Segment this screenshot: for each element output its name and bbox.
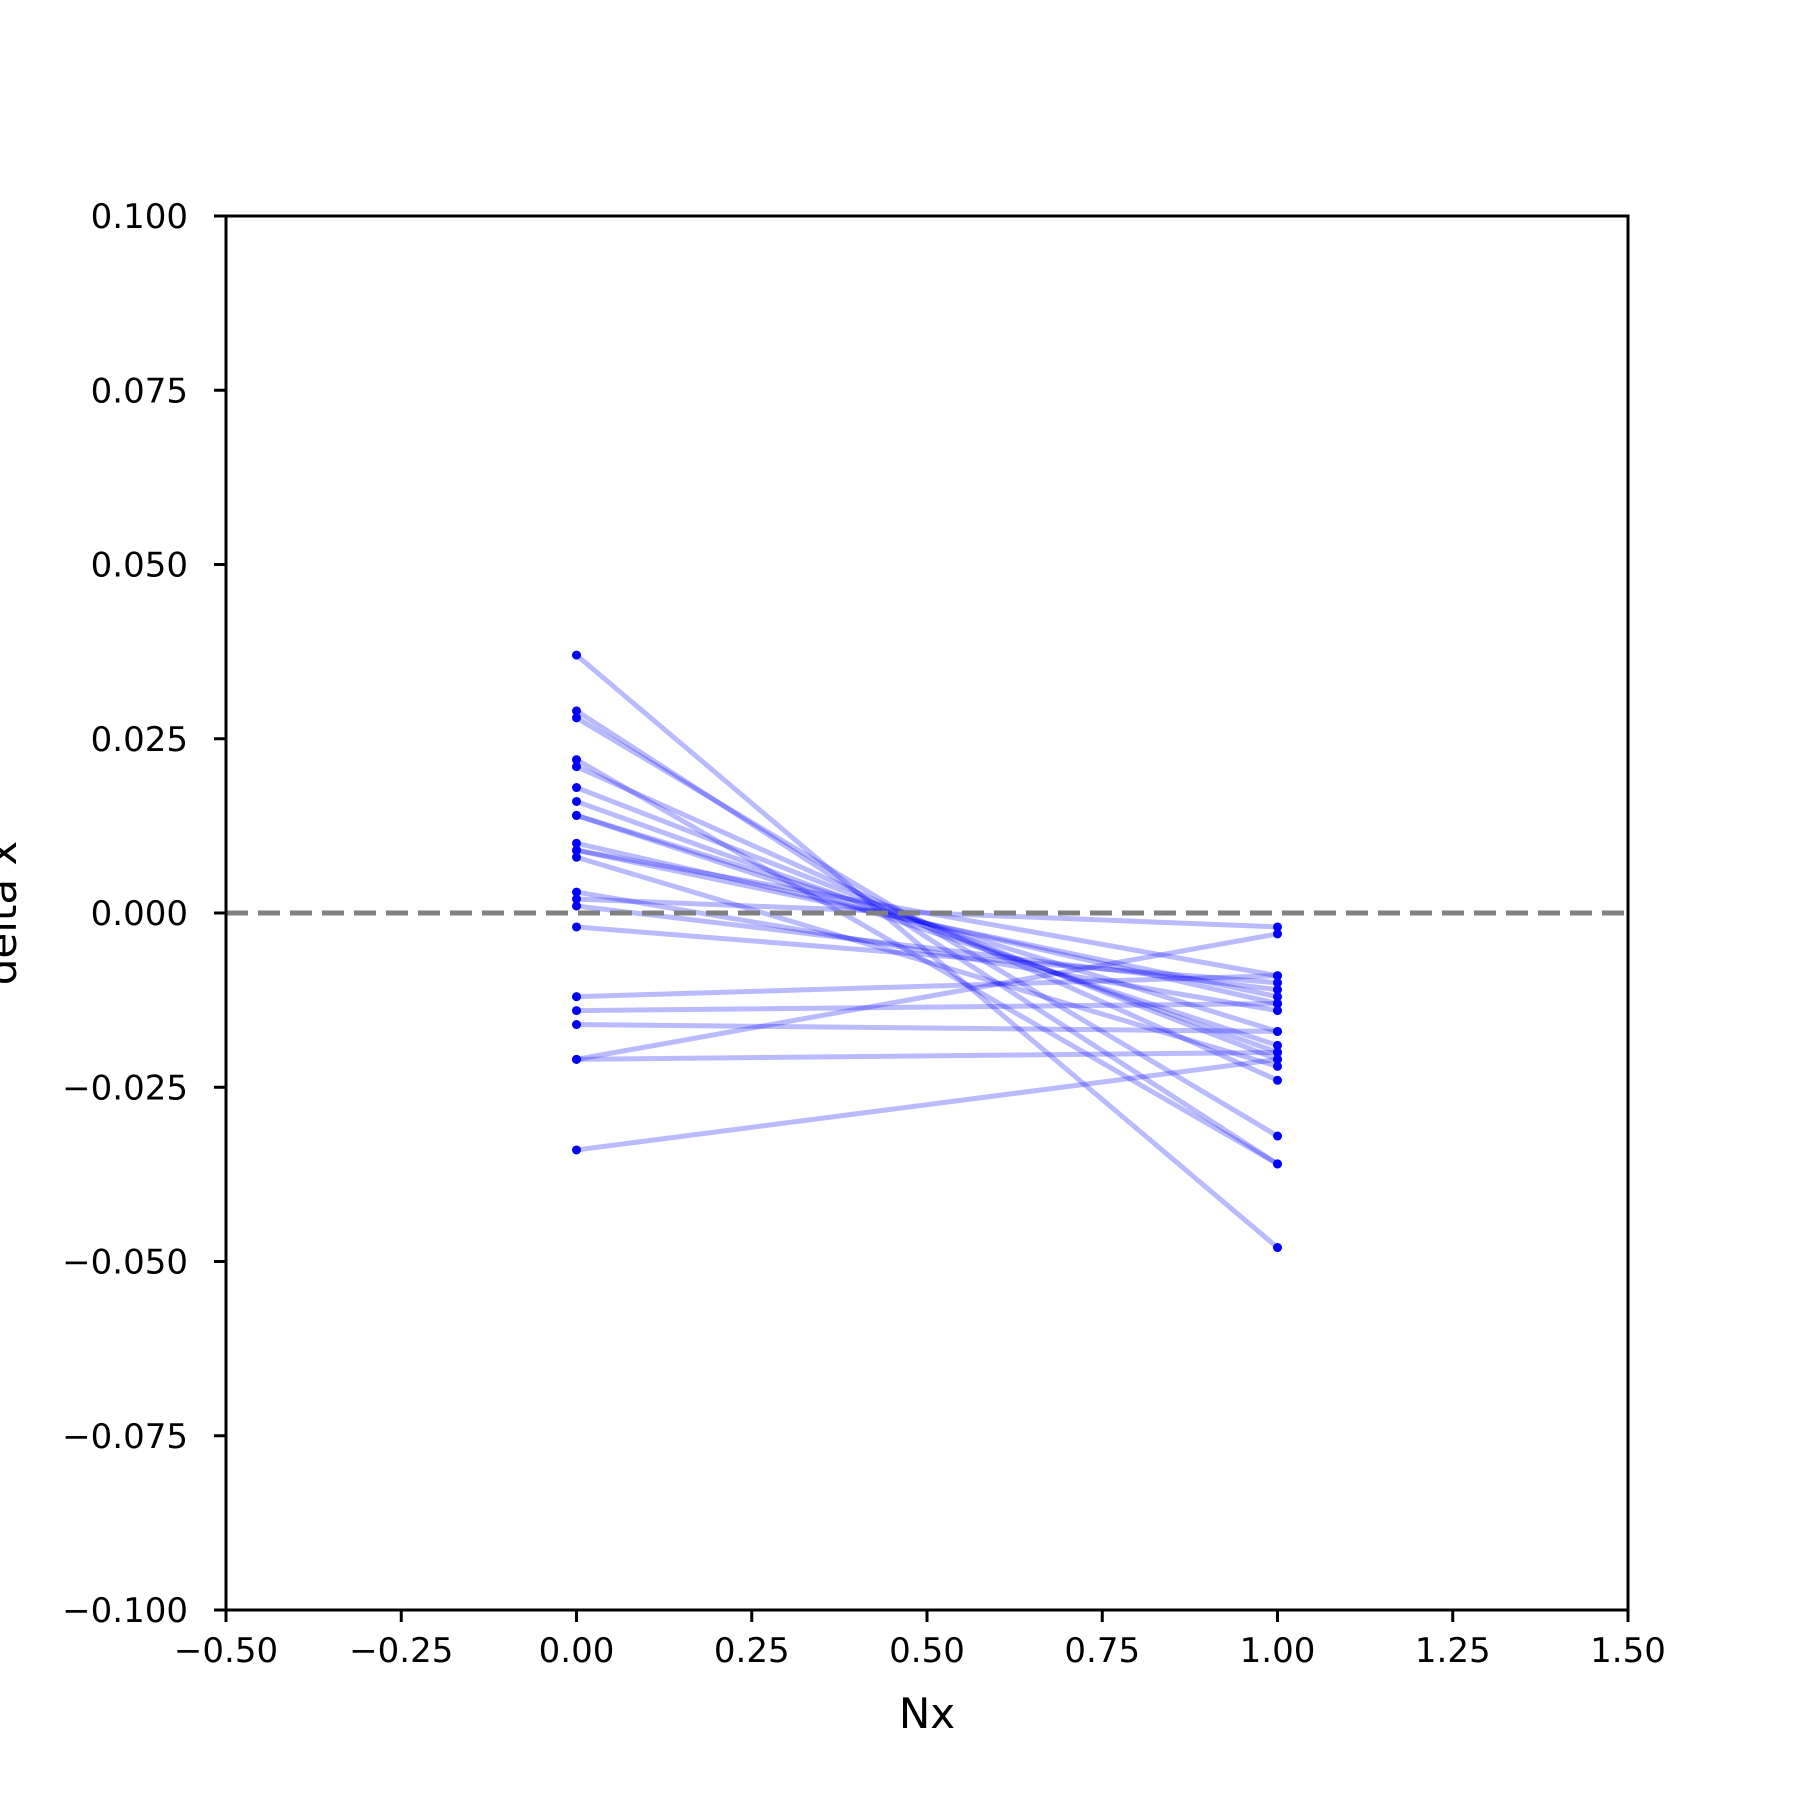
data-point-1-2 bbox=[1273, 1243, 1282, 1253]
data-point-2-1 bbox=[572, 706, 581, 716]
series-line-7 bbox=[573, 798, 1281, 1056]
data-point-3-2 bbox=[1273, 1131, 1282, 1141]
y-tick-label: −0.050 bbox=[62, 1243, 188, 1283]
data-point-4-2 bbox=[1273, 1159, 1282, 1169]
series-line-22 bbox=[573, 1049, 1281, 1062]
data-point-6-1 bbox=[572, 783, 581, 793]
x-tick-label: 0.00 bbox=[539, 1631, 615, 1671]
data-point-7-1 bbox=[572, 796, 581, 806]
data-point-1-1 bbox=[572, 650, 581, 660]
series-line-15 bbox=[573, 896, 1281, 930]
data-point-13-1 bbox=[572, 852, 581, 862]
series-line-3 bbox=[573, 714, 1281, 1140]
series-line-18 bbox=[573, 973, 1281, 1000]
data-point-20-2 bbox=[1273, 1026, 1282, 1036]
series-line-16 bbox=[573, 903, 1281, 993]
data-point-15-1 bbox=[572, 894, 581, 904]
series-line-1 bbox=[572, 651, 1282, 1252]
x-axis-label: Nx bbox=[899, 1689, 955, 1738]
data-point-5-1 bbox=[572, 762, 581, 772]
data-point-9-1 bbox=[572, 810, 581, 820]
data-point-23-2 bbox=[1273, 1054, 1282, 1064]
series-points-layer bbox=[572, 650, 1282, 1253]
data-point-19-2 bbox=[1273, 999, 1282, 1009]
data-point-5-2 bbox=[1273, 1075, 1282, 1085]
series-line-21 bbox=[573, 931, 1281, 1063]
y-tick-label: 0.025 bbox=[91, 720, 188, 760]
y-tick-label: −0.075 bbox=[62, 1417, 188, 1457]
series-line-23 bbox=[573, 1056, 1281, 1153]
series-lines-layer bbox=[572, 651, 1282, 1252]
x-tick-label: −0.50 bbox=[174, 1631, 278, 1671]
data-point-21-2 bbox=[1273, 929, 1282, 939]
series-line-20 bbox=[573, 1021, 1281, 1035]
data-point-23-1 bbox=[572, 1145, 581, 1155]
x-tick-label: 1.25 bbox=[1415, 1631, 1491, 1671]
data-point-4-1 bbox=[572, 755, 581, 765]
data-point-15-2 bbox=[1273, 922, 1282, 932]
x-tick-label: 1.00 bbox=[1240, 1631, 1316, 1671]
y-axis-label: delta x bbox=[0, 841, 26, 986]
data-point-18-2 bbox=[1273, 971, 1282, 981]
data-point-3-1 bbox=[572, 713, 581, 723]
x-tick-label: 0.75 bbox=[1064, 1631, 1140, 1671]
data-point-14-1 bbox=[572, 887, 581, 897]
y-tick-label: 0.000 bbox=[91, 894, 188, 934]
data-point-16-1 bbox=[572, 901, 581, 911]
data-point-17-1 bbox=[572, 922, 581, 932]
x-tick-label: −0.25 bbox=[349, 1631, 453, 1671]
series-line-6 bbox=[573, 784, 1281, 1063]
data-point-22-2 bbox=[1273, 1047, 1282, 1057]
series-line-8 bbox=[573, 812, 1281, 1049]
series-line-4 bbox=[573, 756, 1281, 1168]
series-line-11 bbox=[573, 847, 1281, 1000]
data-point-10-1 bbox=[572, 838, 581, 848]
data-point-8-2 bbox=[1273, 1040, 1282, 1050]
series-line-5 bbox=[573, 763, 1281, 1084]
series-line-13 bbox=[573, 854, 1281, 1070]
data-point-19-1 bbox=[572, 1006, 581, 1016]
x-tick-label: 0.25 bbox=[714, 1631, 790, 1671]
data-point-16-2 bbox=[1273, 985, 1282, 995]
data-point-14-2 bbox=[1273, 1006, 1282, 1016]
y-axis-ticks: −0.100 −0.075 −0.050 −0.025 0.000 0.025 0.050 0… bbox=[62, 197, 226, 1631]
y-tick-label: 0.100 bbox=[91, 197, 188, 237]
y-tick-label: 0.075 bbox=[91, 371, 188, 411]
series-line-9 bbox=[573, 812, 1281, 1035]
x-tick-label: 0.50 bbox=[889, 1631, 965, 1671]
data-point-11-2 bbox=[1273, 992, 1282, 1002]
series-line-2 bbox=[573, 707, 1281, 1168]
series-line-19 bbox=[573, 1001, 1281, 1014]
y-tick-label: 0.050 bbox=[91, 546, 188, 586]
data-point-18-1 bbox=[572, 992, 581, 1002]
data-point-13-2 bbox=[1273, 1061, 1282, 1071]
series-line-12 bbox=[573, 847, 1281, 979]
data-point-17-2 bbox=[1273, 978, 1282, 988]
x-axis-ticks: −0.50 −0.25 0.00 0.25 0.50 0.75 1.00 1.25 1.50 bbox=[174, 1610, 1666, 1671]
y-tick-label: −0.025 bbox=[62, 1068, 188, 1108]
series-line-17 bbox=[573, 924, 1281, 986]
x-tick-label: 1.50 bbox=[1590, 1631, 1666, 1671]
data-point-20-1 bbox=[572, 1020, 581, 1030]
series-line-10 bbox=[573, 840, 1281, 1007]
y-tick-label: −0.100 bbox=[62, 1591, 188, 1631]
data-point-22-1 bbox=[572, 1054, 581, 1064]
data-point-12-1 bbox=[572, 845, 581, 855]
